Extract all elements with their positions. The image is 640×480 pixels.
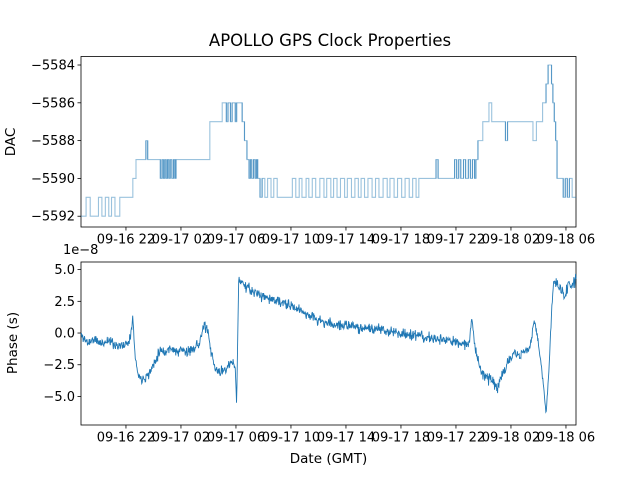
bottom-y-tick-label: 2.5 <box>54 295 75 310</box>
bottom-x-tick-label: 09-17 22 <box>427 431 485 446</box>
top-x-tick-label: 09-17 18 <box>372 233 430 248</box>
x-axis-label: Date (GMT) <box>289 451 368 467</box>
top-x-tick-label: 09-17 02 <box>152 233 210 248</box>
dac-series-line <box>81 64 576 217</box>
bottom-x-tick-label: 09-17 18 <box>372 431 430 446</box>
top-x-tick-label: 09-16 22 <box>97 233 155 248</box>
top-x-tick-label: 09-17 06 <box>207 233 265 248</box>
bottom-x-tick-label: 09-17 06 <box>207 431 265 446</box>
top-y-tick-label: −5586 <box>31 96 75 111</box>
top-y-tick-label: −5584 <box>31 59 75 74</box>
dac-y-axis-label: DAC <box>3 127 19 157</box>
top-x-tick-label: 09-17 10 <box>262 233 320 248</box>
top-x-tick-label: 09-18 06 <box>537 233 595 248</box>
top-x-tick-label: 09-17 14 <box>317 233 375 248</box>
bottom-y-tick-label: 5.0 <box>54 263 75 278</box>
phase-y-axis-label: Phase (s) <box>5 311 21 375</box>
bottom-y-tick-label: −2.5 <box>43 358 75 373</box>
bottom-x-tick-label: 09-17 14 <box>317 431 375 446</box>
bottom-x-tick-label: 09-18 02 <box>482 431 540 446</box>
dac-series-dense-overlay <box>145 65 570 198</box>
phase-offset-exponent-label: 1e−8 <box>63 243 99 258</box>
bottom-x-tick-label: 09-16 22 <box>97 431 155 446</box>
chart-title: APOLLO GPS Clock Properties <box>208 31 452 50</box>
top-y-tick-label: −5588 <box>31 134 75 149</box>
top-y-tick-label: −5592 <box>31 210 75 225</box>
top-x-tick-label: 09-18 02 <box>482 233 540 248</box>
bottom-y-tick-label: 0.0 <box>54 327 75 342</box>
bottom-axes-frame <box>80 261 577 426</box>
bottom-x-tick-label: 09-17 02 <box>152 431 210 446</box>
bottom-y-tick-label: −5.0 <box>43 390 75 405</box>
bottom-x-tick-label: 09-18 06 <box>537 431 595 446</box>
top-axes-frame <box>80 56 577 228</box>
bottom-x-tick-label: 09-17 10 <box>262 431 320 446</box>
top-x-tick-label: 09-17 22 <box>427 233 485 248</box>
phase-series-line <box>80 273 577 414</box>
top-y-tick-label: −5590 <box>31 172 75 187</box>
